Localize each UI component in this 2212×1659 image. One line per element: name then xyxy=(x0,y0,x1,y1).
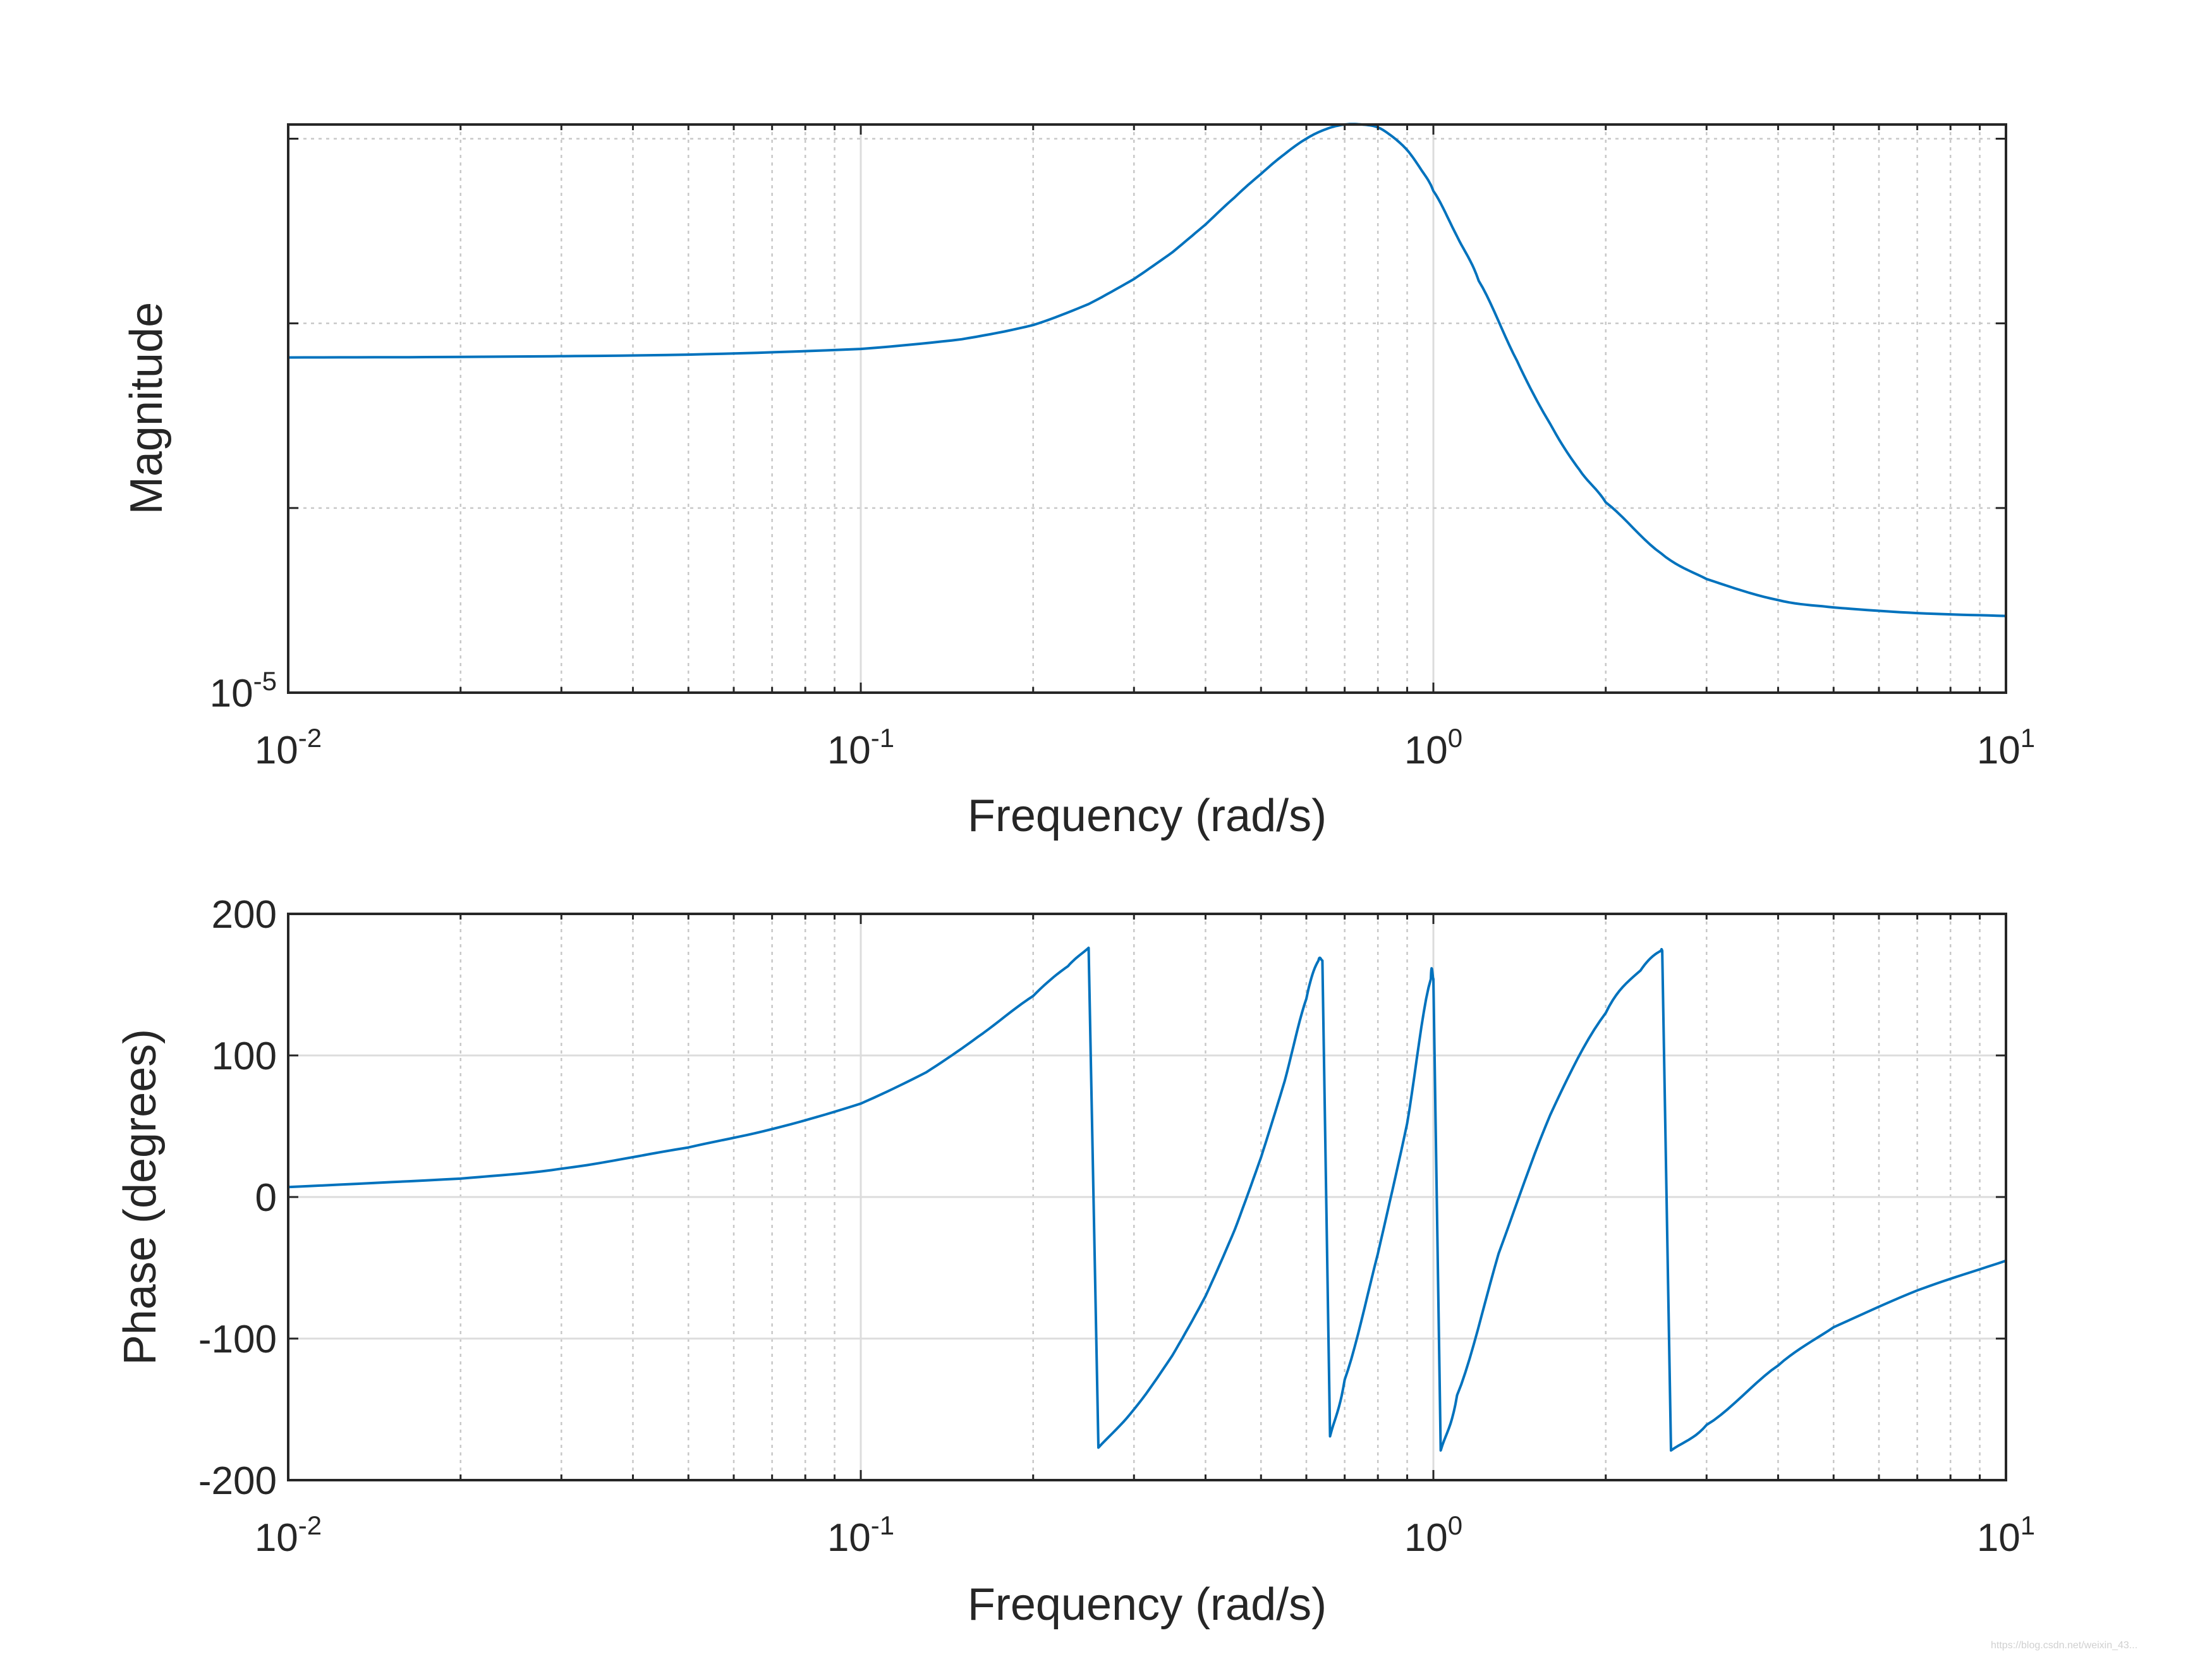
magnitude-xtick-label: 101 xyxy=(1977,723,2035,772)
magnitude-axes: 10-2 10-1 100 101 10-5 Frequency (rad/s) Mag… xyxy=(121,123,2035,841)
phase-grid xyxy=(288,914,2006,1480)
phase-ticks: 10-2 10-1 100 101 200 100 0 -100 -200 xyxy=(198,893,2035,1560)
magnitude-axes-box xyxy=(287,123,2007,694)
phase-ytick-label: -100 xyxy=(198,1318,277,1361)
phase-xlabel: Frequency (rad/s) xyxy=(968,1579,1327,1630)
magnitude-ticks: 10-2 10-1 100 101 10-5 xyxy=(210,125,2035,772)
magnitude-xlabel: Frequency (rad/s) xyxy=(968,791,1327,841)
magnitude-xtick-label: 10-2 xyxy=(255,723,322,772)
phase-xtick-label: 10-2 xyxy=(255,1510,322,1560)
phase-ylabel: Phase (degrees) xyxy=(115,1029,166,1365)
magnitude-grid xyxy=(288,125,2006,693)
phase-xtick-label: 100 xyxy=(1404,1510,1462,1560)
magnitude-xtick-label: 100 xyxy=(1404,723,1462,772)
magnitude-xtick-label: 10-1 xyxy=(827,723,894,772)
phase-ytick-label: 100 xyxy=(212,1035,277,1078)
phase-ytick-label: 200 xyxy=(212,893,277,937)
phase-xtick-label: 101 xyxy=(1977,1510,2035,1560)
phase-axes: 10-2 10-1 100 101 200 100 0 -100 -200 Frequency … xyxy=(115,893,2035,1630)
phase-ytick-label: 0 xyxy=(255,1176,277,1220)
watermark-text: https://blog.csdn.net/weixin_43... xyxy=(1991,1640,2137,1651)
magnitude-ytick-label: 10-5 xyxy=(210,666,277,715)
phase-ytick-label: -200 xyxy=(198,1459,277,1503)
phase-xtick-label: 10-1 xyxy=(827,1510,894,1560)
magnitude-ylabel: Magnitude xyxy=(121,302,172,514)
phase-series-line xyxy=(288,946,2007,1452)
